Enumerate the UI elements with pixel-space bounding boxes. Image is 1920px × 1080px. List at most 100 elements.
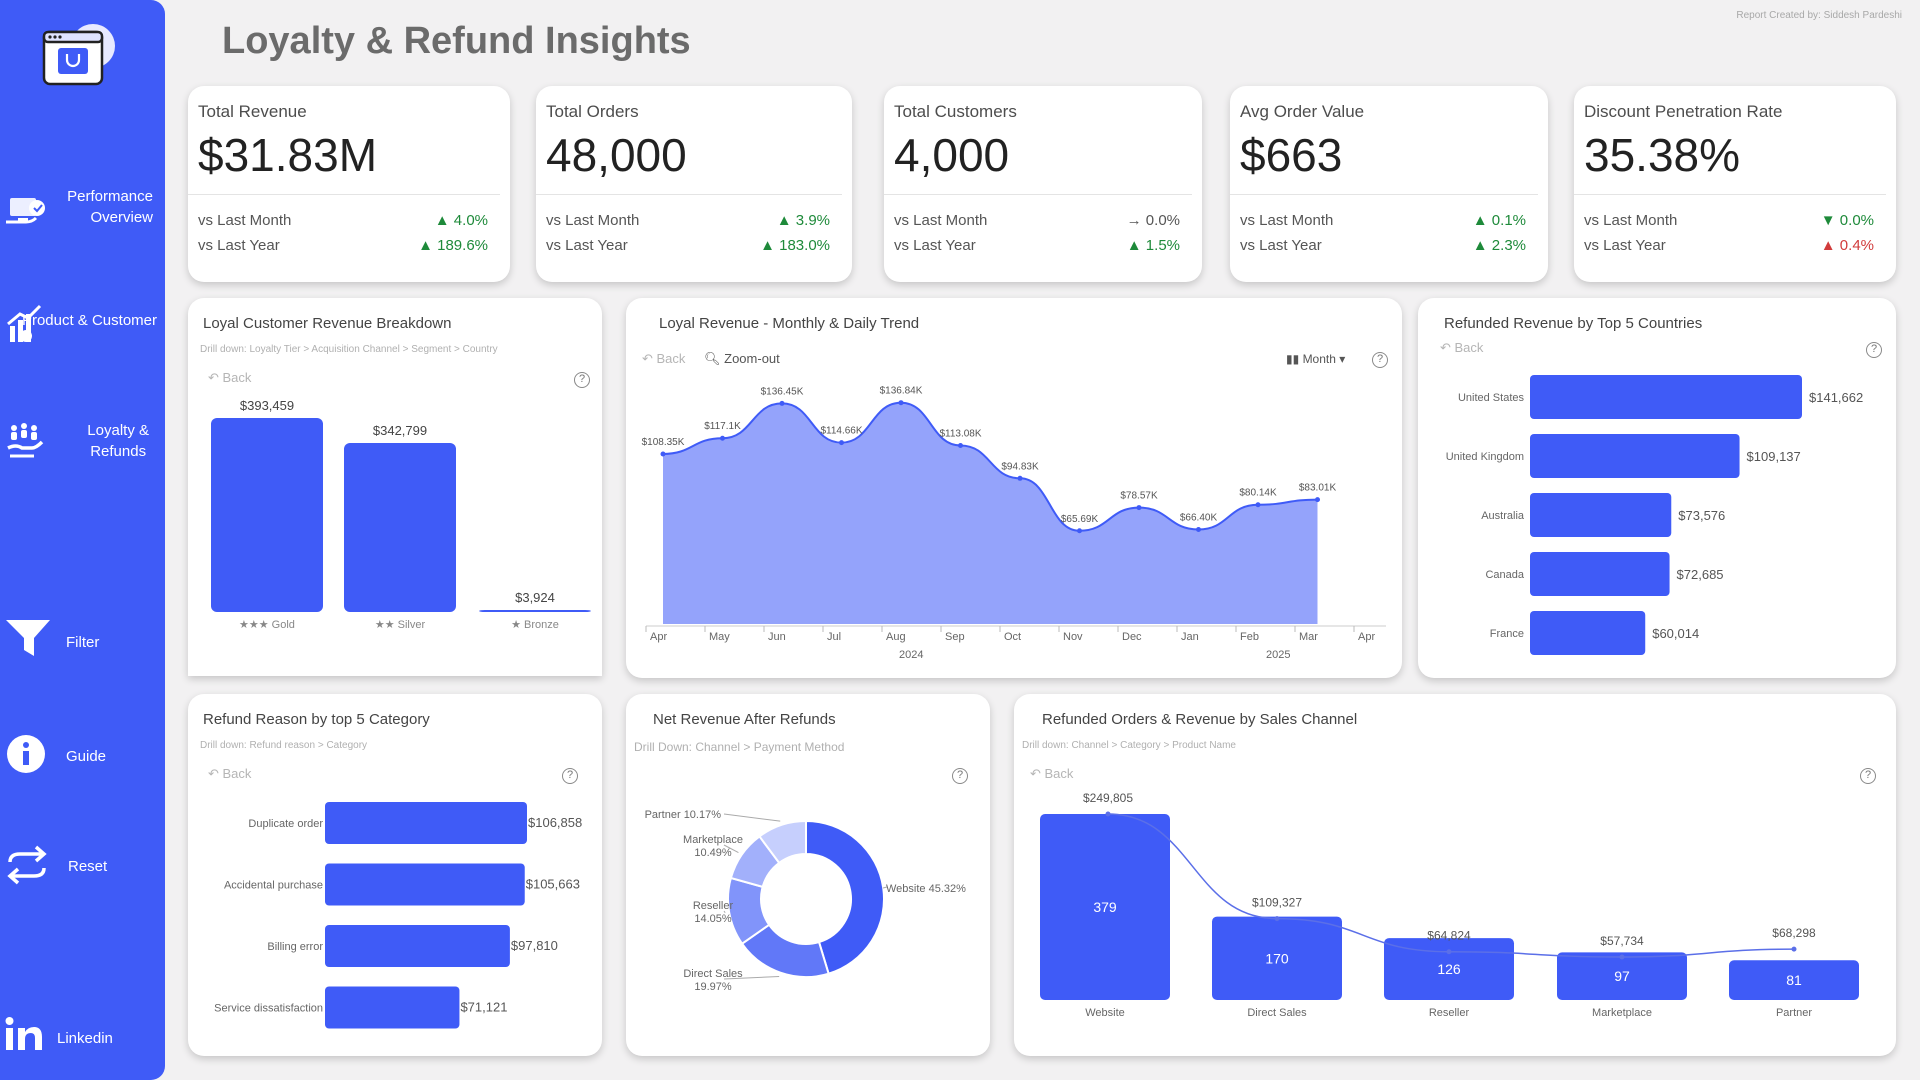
info-icon [7, 735, 45, 773]
revenue-point [1446, 949, 1452, 955]
filter-icon [6, 620, 50, 656]
bar-chart-icon: ▮▮ [1286, 352, 1300, 366]
kpi-delta: ▲ 0.4% [1820, 237, 1874, 254]
kpi-title: Total Customers [894, 102, 1017, 121]
data-label: 10.49% [694, 847, 732, 859]
tick-label: ★★ Silver [375, 619, 426, 631]
nav-guide[interactable]: Guide [0, 732, 165, 776]
help-icon[interactable]: ? [1860, 768, 1876, 784]
kpi-divider [536, 194, 842, 195]
data-point [720, 435, 725, 441]
kpi-row: vs Last Month ▲ 4.0% [198, 212, 488, 229]
refund-countries-chart: United States $141,662 United Kingdom $109,… [1446, 375, 1863, 655]
hand-people-icon [7, 423, 44, 458]
kpi-row-label: vs Last Year [546, 237, 628, 254]
data-point [779, 400, 785, 406]
zoom-out-button[interactable]: 🔍︎ Zoom-out [704, 351, 780, 367]
kpi-delta: ▲ 4.0% [434, 212, 488, 229]
help-icon[interactable]: ? [1372, 352, 1388, 368]
data-label: $60,014 [1652, 626, 1699, 641]
kpi-divider [188, 194, 500, 195]
tick-label: Jan [1181, 631, 1199, 643]
kpi-row-label: vs Last Month [546, 212, 640, 229]
nav-loyalty-refunds[interactable]: Loyalty & Refunds [0, 418, 165, 462]
nav-filter[interactable]: Filter [0, 616, 165, 662]
kpi-title: Discount Penetration Rate [1584, 102, 1783, 121]
refund-reason-card: Refund Reason by top 5 Category Drill do… [188, 694, 602, 1056]
data-label: $117.1K [704, 421, 741, 432]
drill-path: Drill down: Loyalty Tier > Acquisition C… [200, 344, 498, 355]
back-button[interactable]: ↶ Back [208, 766, 252, 781]
kpi-card-total-customers: Total Customers 4,000 vs Last Month → 0.0… [884, 86, 1202, 282]
nav-label: Overview [90, 209, 153, 226]
bar [1212, 916, 1342, 1000]
back-button[interactable]: ↶ Back [642, 351, 686, 366]
data-label: $136.45K [761, 386, 804, 397]
data-point [1136, 505, 1142, 511]
kpi-delta: ▼ 0.0% [1820, 212, 1874, 229]
kpi-delta: ▲ 0.1% [1472, 212, 1526, 229]
data-label: $136.84K [880, 386, 923, 397]
back-button[interactable]: ↶ Back [1030, 766, 1074, 781]
linkedin-icon [5, 1017, 42, 1050]
bar [1530, 434, 1740, 478]
bar [325, 802, 527, 844]
kpi-value: 48,000 [546, 129, 687, 181]
help-icon[interactable]: ? [574, 372, 590, 388]
help-icon[interactable]: ? [1866, 342, 1882, 358]
donut-slice [758, 819, 807, 865]
chart-growth-icon [7, 304, 42, 342]
kpi-row-label: vs Last Month [1240, 212, 1334, 229]
leader-line [723, 813, 781, 822]
data-label: 126 [1437, 961, 1461, 977]
help-icon[interactable]: ? [952, 768, 968, 784]
monitor-icon [6, 198, 45, 224]
tick-label: ★ Bronze [511, 619, 559, 631]
kpi-card-avg-order-value: Avg Order Value $663 vs Last Month ▲ 0.1%… [1230, 86, 1548, 282]
refund-reason-chart: Duplicate order $106,858 Accidental purcha… [214, 802, 582, 1029]
nav-performance-overview[interactable]: Performance Overview [0, 186, 165, 230]
leader-line [723, 975, 780, 980]
data-label: $141,662 [1809, 390, 1863, 405]
data-label: $113.08K [939, 428, 981, 439]
kpi-delta: ▲ 189.6% [418, 237, 488, 254]
kpi-row: vs Last Month → 0.0% [894, 212, 1180, 229]
nav-label: Reset [68, 858, 108, 875]
shopping-bag-logo [42, 24, 115, 86]
month-dropdown[interactable]: ▮▮ Month ▾ [1286, 352, 1346, 366]
leader-line [723, 910, 726, 914]
help-icon[interactable]: ? [562, 768, 578, 784]
visual-title: Refunded Orders & Revenue by Sales Chann… [1042, 711, 1358, 728]
kpi-divider [1230, 194, 1538, 195]
kpi-value: 35.38% [1584, 129, 1741, 181]
back-label: Back [656, 351, 686, 366]
nav-linkedin[interactable]: Linkedin [0, 1014, 165, 1058]
data-label: Reseller [693, 900, 734, 912]
data-label: 81 [1786, 972, 1802, 988]
tick-label: Duplicate order [248, 818, 323, 830]
bar [325, 863, 525, 906]
tick-label: Australia [1481, 510, 1525, 522]
tick-label: Website [1085, 1007, 1125, 1019]
nav-reset[interactable]: Reset [0, 842, 165, 886]
loyal-trend-chart: $108.35K $117.1K $136.45K $114.66K $136.84K $… [642, 386, 1386, 661]
kpi-row: vs Last Month ▲ 0.1% [1240, 212, 1526, 229]
data-label: $97,810 [511, 938, 558, 953]
data-point [958, 442, 963, 448]
data-label: $64,824 [1427, 929, 1471, 943]
bar [479, 610, 591, 612]
tick-label: Direct Sales [1247, 1007, 1307, 1019]
leader-line [882, 886, 888, 889]
kpi-value: 4,000 [894, 129, 1010, 181]
nav-product-customer[interactable]: Product & Customer [0, 302, 165, 346]
bar [1530, 375, 1802, 419]
data-label: $80.14K [1239, 488, 1277, 499]
data-label: $393,459 [240, 398, 294, 413]
back-button[interactable]: ↶ Back [208, 370, 252, 385]
month-dropdown-label: Month [1302, 352, 1336, 366]
data-point [1017, 475, 1023, 481]
back-button[interactable]: ↶ Back [1440, 340, 1484, 355]
data-point [898, 400, 904, 406]
tick-label: May [709, 631, 730, 643]
leader-line [723, 844, 739, 853]
